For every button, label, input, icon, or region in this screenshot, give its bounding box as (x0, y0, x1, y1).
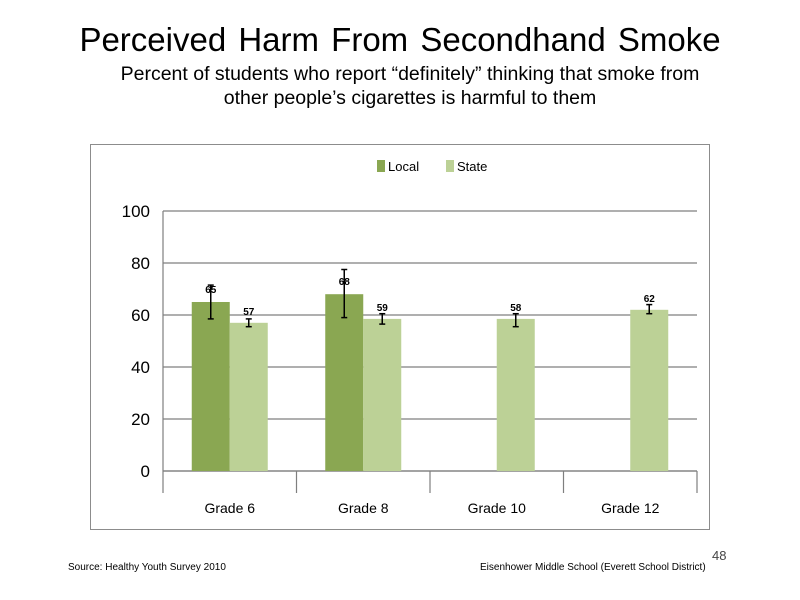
data-label: 68 (339, 277, 351, 288)
page-number: 48 (712, 548, 727, 563)
bar-state (496, 318, 535, 471)
slide-title: Perceived Harm From Secondhand Smoke (79, 21, 721, 58)
y-tick-label: 40 (131, 358, 150, 377)
legend-swatch-local (377, 160, 385, 172)
source-note: Source: Healthy Youth Survey 2010 (68, 562, 226, 573)
y-tick-label: 60 (131, 306, 150, 325)
data-label: 57 (243, 307, 255, 318)
chart-frame (90, 144, 710, 530)
x-tick-label: Grade 8 (338, 500, 389, 516)
school-name: Eisenhower Middle School (Everett School… (480, 562, 706, 573)
subtitle-line-2: other people’s cigarettes is harmful to … (223, 87, 597, 109)
subtitle-line-1: Percent of students who report “definite… (120, 63, 700, 85)
data-label: 62 (644, 294, 656, 305)
bar-local (191, 302, 230, 471)
bar-state (229, 322, 268, 471)
data-label: 65 (205, 285, 217, 296)
y-tick-label: 100 (122, 202, 150, 221)
bar-state (363, 318, 402, 471)
legend-swatch-state (446, 160, 454, 172)
data-label: 58 (510, 303, 522, 314)
y-tick-label: 80 (131, 254, 150, 273)
x-tick-label: Grade 12 (601, 500, 660, 516)
data-label: 59 (377, 303, 389, 314)
slide-subtitle: Percent of students who report “definite… (40, 62, 780, 110)
legend-label-state: State (457, 159, 487, 174)
x-tick-label: Grade 6 (204, 500, 255, 516)
bar-state (630, 309, 669, 471)
y-tick-label: 20 (131, 410, 150, 429)
legend-label-local: Local (388, 159, 419, 174)
y-tick-label: 0 (141, 462, 150, 481)
x-tick-label: Grade 10 (468, 500, 527, 516)
bar-local (325, 294, 364, 471)
